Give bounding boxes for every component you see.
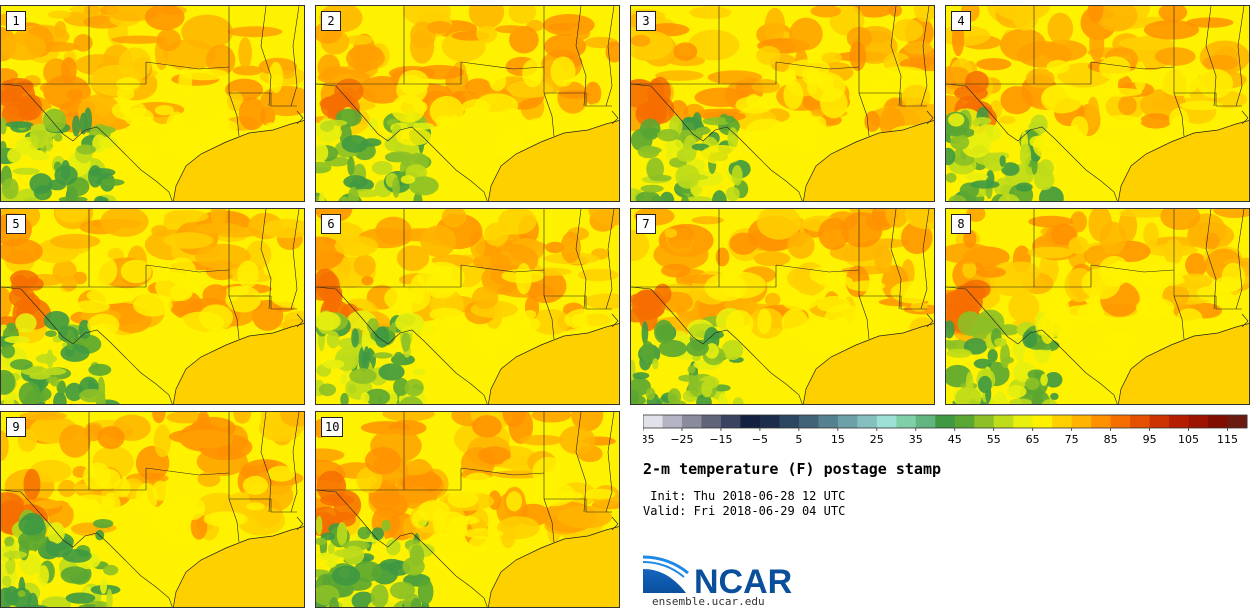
colorbar-tick-label: 55 — [987, 433, 1001, 446]
colorbar-bin — [1169, 415, 1190, 428]
valid-time: Valid: Fri 2018-06-29 04 UTC — [643, 504, 846, 518]
colorbar-bin — [740, 415, 761, 428]
colorbar-tick-label: 115 — [1217, 433, 1238, 446]
colorbar-bin — [915, 415, 936, 428]
ensemble-member-panel: 3 — [630, 5, 935, 202]
member-label: 3 — [636, 11, 656, 31]
colorbar-bin — [837, 415, 858, 428]
colorbar-bin — [779, 415, 800, 428]
colorbar-bin — [720, 415, 741, 428]
ensemble-member-panel: 8 — [945, 208, 1250, 405]
ensemble-member-panel: 6 — [315, 208, 620, 405]
ensemble-member-panel: 5 — [0, 208, 305, 405]
member-label: 8 — [951, 214, 971, 234]
colorbar-tick-label: 75 — [1065, 433, 1079, 446]
temperature-map — [1, 6, 304, 201]
member-label: 9 — [6, 417, 26, 437]
colorbar-bin — [701, 415, 722, 428]
colorbar-bin — [1091, 415, 1112, 428]
colorbar-bin — [896, 415, 917, 428]
logo-text: NCAR — [694, 563, 792, 595]
temperature-map — [1, 412, 304, 607]
temperature-map — [316, 209, 619, 404]
colorbar-bin — [857, 415, 878, 428]
colorbar-bin — [1130, 415, 1151, 428]
colorbar-tick-label: 105 — [1178, 433, 1199, 446]
member-label: 7 — [636, 214, 656, 234]
colorbar-tick-label: 5 — [795, 433, 802, 446]
colorbar-bin — [974, 415, 995, 428]
colorbar-tick-label: 35 — [909, 433, 923, 446]
colorbar-bin — [818, 415, 839, 428]
colorbar-tick-label: 25 — [870, 433, 884, 446]
member-label: 10 — [321, 417, 344, 437]
temperature-map — [316, 6, 619, 201]
ensemble-member-panel: 2 — [315, 5, 620, 202]
colorbar-tick-label: 85 — [1104, 433, 1118, 446]
ensemble-member-panel: 9 — [0, 411, 305, 608]
temperature-map — [946, 6, 1249, 201]
colorbar-bin — [1227, 415, 1248, 428]
ensemble-member-panel: 10 — [315, 411, 620, 608]
colorbar-bin — [798, 415, 819, 428]
colorbar-tick-label: 15 — [831, 433, 845, 446]
colorbar-tick-label: −25 — [670, 433, 693, 446]
member-label: 5 — [6, 214, 26, 234]
temperature-map — [1, 209, 304, 404]
colorbar-bin — [1052, 415, 1073, 428]
colorbar-bin — [1188, 415, 1209, 428]
member-label: 2 — [321, 11, 341, 31]
ensemble-member-panel: 4 — [945, 5, 1250, 202]
ncar-logo: NCAR — [642, 555, 792, 595]
colorbar-bin — [643, 415, 663, 428]
figure-title: 2-m temperature (F) postage stamp — [643, 460, 942, 478]
member-label: 6 — [321, 214, 341, 234]
colorbar-tick-label: −35 — [643, 433, 655, 446]
colorbar-bin — [1149, 415, 1170, 428]
colorbar-border — [643, 414, 1248, 429]
colorbar-bin — [1208, 415, 1229, 428]
init-time: Init: Thu 2018-06-28 12 UTC — [643, 489, 846, 503]
temperature-map — [946, 209, 1249, 404]
colorbar-bin — [993, 415, 1014, 428]
temperature-map — [316, 412, 619, 607]
colorbar-bin — [935, 415, 956, 428]
colorbar-tick-label: 95 — [1143, 433, 1157, 446]
colorbar-bin — [954, 415, 975, 428]
colorbar-tick-label: −5 — [752, 433, 768, 446]
temperature-map — [631, 209, 934, 404]
colorbar-tick-label: 45 — [948, 433, 962, 446]
colorbar-tick-label: 65 — [1026, 433, 1040, 446]
member-label: 1 — [6, 11, 26, 31]
temperature-map — [631, 6, 934, 201]
colorbar-bin — [1032, 415, 1053, 428]
colorbar-bin — [662, 415, 683, 428]
colorbar-tick-label: −15 — [709, 433, 732, 446]
colorbar-bin — [1110, 415, 1131, 428]
colorbar-bin — [1071, 415, 1092, 428]
colorbar-bin — [1013, 415, 1034, 428]
colorbar-bin — [759, 415, 780, 428]
member-label: 4 — [951, 11, 971, 31]
logo-url: ensemble.ucar.edu — [652, 595, 765, 608]
colorbar-bin — [876, 415, 897, 428]
temperature-colorbar: −35 −25 −15 −5 5 15 25 35 45 55 65 75 85 95 105 115 — [643, 414, 1248, 446]
ensemble-member-panel: 1 — [0, 5, 305, 202]
ensemble-member-panel: 7 — [630, 208, 935, 405]
colorbar-bin — [681, 415, 702, 428]
